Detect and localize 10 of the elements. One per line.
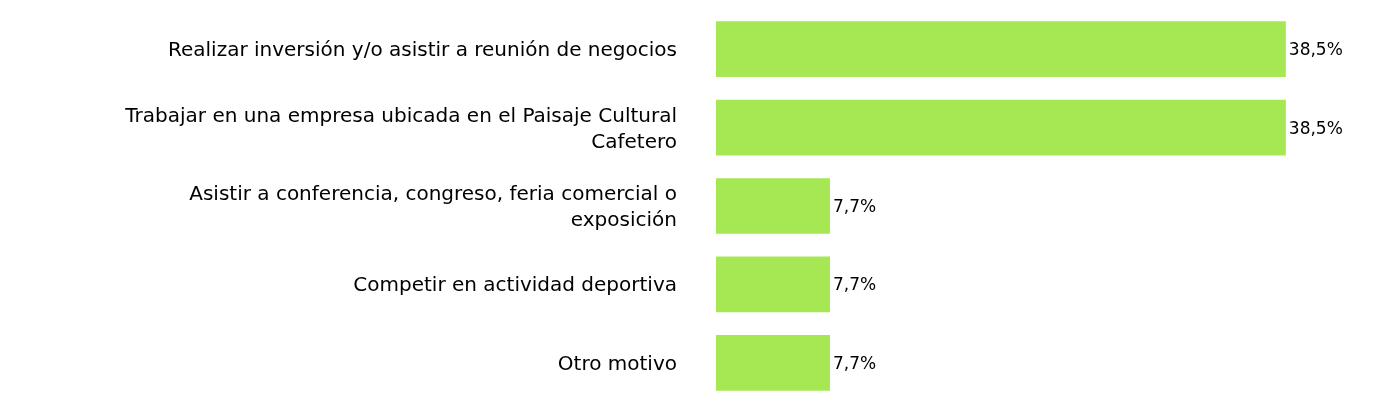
y-tick-label: Competir en actividad deportiva xyxy=(353,272,677,297)
data-label: 7,7% xyxy=(832,196,877,216)
y-tick-label: Realizar inversión y/o asistir a reunión de negocios xyxy=(167,37,677,62)
data-label: 38,5% xyxy=(1288,39,1343,60)
data-label: 7,7% xyxy=(832,352,877,373)
y-tick-label: Trabajar en una empresa ubicada en el Paisaje Cultural Cafetero xyxy=(124,102,677,153)
data-label: 7,7% xyxy=(832,274,877,295)
data-label: 38,5% xyxy=(1288,117,1343,138)
y-tick-label: Otro motivo xyxy=(557,350,677,375)
y-tick-label: Asistir a conferencia, congreso, feria comercial o exposición xyxy=(189,181,677,231)
